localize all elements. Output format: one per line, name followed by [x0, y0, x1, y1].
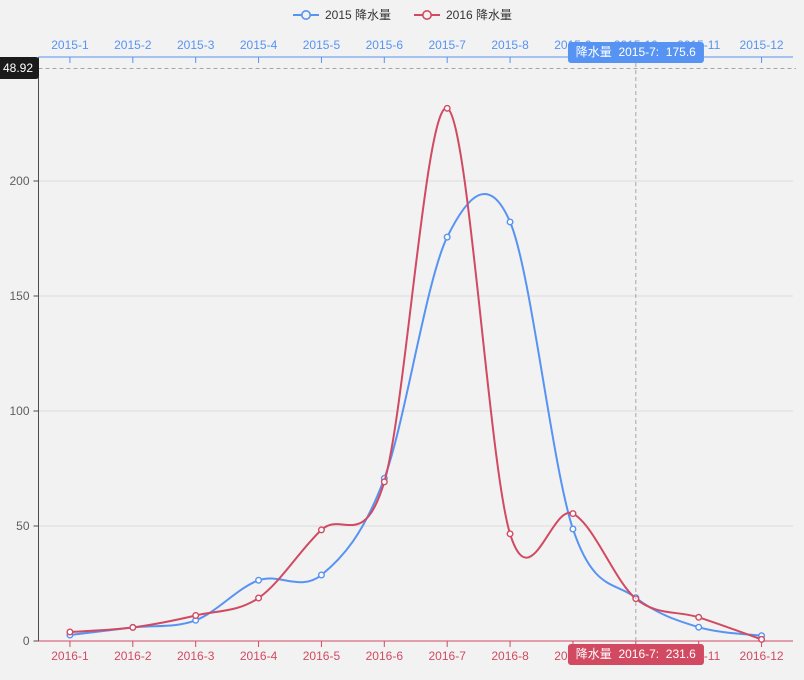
data-point-bottom	[380, 478, 388, 486]
x-axis-label-top: 2015-1	[51, 38, 89, 52]
data-point-top	[255, 576, 263, 584]
data-point-bottom	[192, 611, 200, 619]
y-axis-pointer-label: 48.92	[0, 57, 40, 80]
y-axis-label: 200	[9, 174, 29, 188]
x-axis-label-top: 2015-8	[491, 38, 529, 52]
y-axis-label: 0	[23, 634, 30, 648]
x-axis-label-bottom: 2016-5	[303, 649, 341, 663]
x-axis-label-bottom: 2016-7	[429, 649, 467, 663]
x-axis-label-bottom: 2016-6	[366, 649, 404, 663]
data-point-bottom	[569, 510, 577, 518]
x-axis-label-top: 2015-6	[366, 38, 404, 52]
legend-label-2016: 2016 降水量	[446, 8, 513, 22]
x-axis-label-top: 2015-5	[303, 38, 341, 52]
axis-pointer-label-top: 降水量 2015-7: 175.6	[567, 42, 704, 63]
x-axis-label-top: 2015-7	[429, 38, 467, 52]
data-point-top	[695, 623, 703, 631]
x-axis-label-bottom: 2016-2	[114, 649, 152, 663]
x-axis-label-bottom: 2016-3	[177, 649, 215, 663]
data-point-top	[317, 571, 325, 579]
data-point-bottom	[66, 628, 74, 636]
legend-label-2015: 2015 降水量	[324, 8, 391, 22]
legend-item-2016[interactable]: 2016 降水量	[413, 6, 512, 23]
axis-pointer-label-bottom: 降水量 2016-7: 231.6	[567, 644, 704, 665]
data-point-bottom	[129, 623, 137, 631]
series-line-top	[69, 192, 762, 637]
x-axis-label-bottom: 2016-8	[491, 649, 529, 663]
x-axis-label-top: 2015-4	[240, 38, 278, 52]
data-point-top	[569, 525, 577, 533]
data-point-bottom	[255, 594, 263, 602]
y-axis-label: 150	[9, 289, 29, 303]
data-point-top	[443, 233, 451, 241]
series-line-bottom	[69, 107, 762, 641]
data-point-bottom	[506, 530, 514, 538]
x-axis-label-top: 2015-3	[177, 38, 215, 52]
x-axis-label-top: 2015-12	[740, 38, 784, 52]
legend-item-2015[interactable]: 2015 降水量	[292, 6, 391, 23]
y-axis-label: 50	[16, 519, 30, 533]
x-axis-label-bottom: 2016-1	[51, 649, 89, 663]
x-axis-label-bottom: 2016-4	[240, 649, 278, 663]
data-point-top	[506, 218, 514, 226]
data-point-bottom	[695, 613, 703, 621]
data-point-bottom	[758, 635, 766, 643]
data-point-bottom	[443, 104, 451, 112]
x-axis-label-top: 2015-2	[114, 38, 152, 52]
y-axis-label: 100	[9, 404, 29, 418]
legend: 2015 降水量 2016 降水量	[0, 6, 804, 23]
legend-line-circle-icon-2016	[414, 9, 440, 20]
x-axis-label-bottom: 2016-12	[740, 649, 784, 663]
data-point-bottom	[317, 526, 325, 534]
legend-line-circle-icon-2015	[292, 9, 319, 20]
